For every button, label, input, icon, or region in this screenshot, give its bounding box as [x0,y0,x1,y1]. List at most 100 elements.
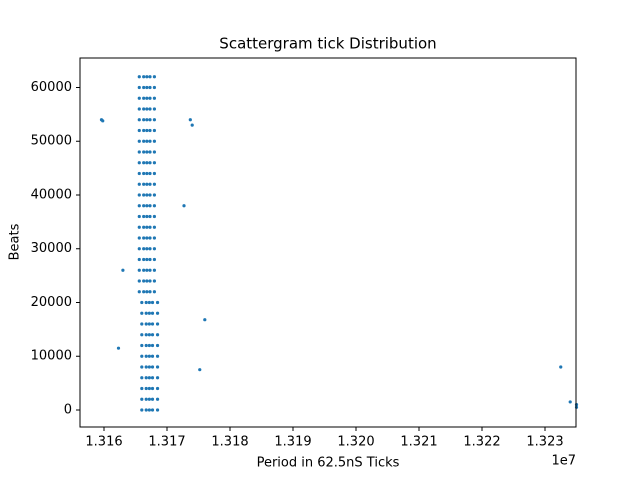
scatter-point [137,75,141,79]
scatter-point [147,333,151,337]
scatter-point [152,118,157,122]
scatter-point [150,333,155,337]
scatter-point [152,107,157,111]
scatter-point [137,225,141,229]
scatter-point [137,204,141,208]
scatter-point [145,85,149,90]
y-tick-label: 10000 [31,349,72,364]
scatter-point [182,204,186,208]
scatter-point [150,365,155,369]
scatter-point [142,139,146,143]
scatter-point [145,139,149,143]
scatter-point [148,75,152,79]
scatter-point [150,300,155,305]
scatter-point [140,408,144,412]
scatter-point [142,257,146,262]
scatter-point [148,85,152,90]
scatter-point [152,75,157,79]
scatter-point [150,386,155,391]
y-tick-label: 0 [64,402,72,417]
scatter-point [140,397,144,401]
x-tick-label: 1.316 [85,435,122,450]
scatter-point [140,386,144,391]
scatter-point [142,150,146,154]
scatter-point [140,333,144,337]
scatter-point [152,139,157,143]
scatter-point [144,322,148,326]
scatter-point [203,318,207,322]
scatter-point [148,193,152,197]
scatter-point [144,376,148,380]
scatter-point [152,236,157,240]
scatter-point [147,343,151,348]
scatter-point [574,405,579,409]
x-tick-label: 1.321 [400,435,437,450]
scatter-point [148,182,152,186]
scatter-point [148,257,152,262]
scatter-point [101,119,105,123]
scatter-point [137,290,141,294]
scatter-point [144,311,148,315]
scatter-point [144,397,148,401]
scatter-point [150,397,155,401]
scatter-point [148,96,152,100]
scatter-point [144,354,148,358]
scatter-point [152,204,157,208]
scatter-point [142,107,146,111]
scatter-point [137,150,141,154]
axes-frame [79,57,577,428]
scatter-point [148,214,152,219]
scatter-point [144,300,148,305]
scatter-point [142,128,146,133]
scatter-point [144,386,148,391]
scatter-point [148,290,152,294]
scatter-point [147,322,151,326]
scatter-point [137,214,141,219]
scatter-point [137,161,141,165]
scatter-point [137,118,141,122]
x-tick-label: 1.322 [463,435,500,450]
scatter-point [147,311,151,315]
scatter-point [152,150,157,154]
scatter-point [137,139,141,143]
scatter-point [137,193,141,197]
scatter-point [152,247,157,251]
scatter-point [137,279,141,283]
scatter-point [142,75,146,79]
scatter-point [148,107,152,111]
y-tick-label: 30000 [31,241,72,256]
scatter-point [145,290,149,294]
scatter-point [142,171,146,176]
scatter-point [137,236,141,240]
scatter-point [145,118,149,122]
scatter-point [147,300,151,305]
scatter-point [140,300,144,305]
x-tick-label: 1.319 [274,435,311,450]
scatter-point [145,182,149,186]
scatter-point [142,225,146,229]
scatter-point [142,290,146,294]
x-tick-label: 1.318 [211,435,248,450]
scatter-point [155,365,160,369]
scatter-point [148,225,152,229]
scatter-point [188,118,192,122]
scatter-point [142,247,146,251]
scatter-point [198,368,202,372]
chart-title: Scattergram tick Distribution [219,35,436,53]
scatter-point [142,214,146,219]
scatter-point [137,85,141,90]
scatter-point [155,376,160,380]
scatter-point [150,376,155,380]
scatter-point [140,354,144,358]
scatter-point [137,96,141,100]
scatter-point [145,128,149,133]
scatter-point [140,365,144,369]
scatter-point [152,214,157,219]
x-tick-label: 1.323 [526,435,563,450]
scatter-point [155,408,160,412]
scatter-point [137,171,141,176]
scatter-point [152,225,157,229]
scatter-point [148,204,152,208]
scatter-point [147,376,151,380]
scatter-point [145,279,149,283]
